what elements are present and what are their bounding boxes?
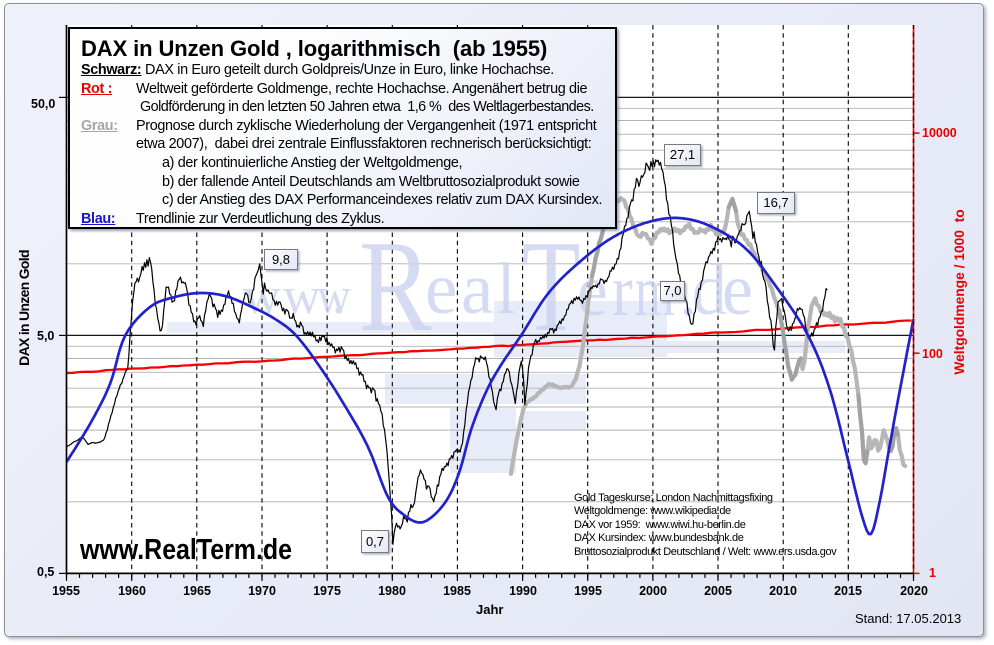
svg-text:.: .: [679, 250, 697, 331]
svg-text:l: l: [497, 249, 515, 330]
svg-text:e: e: [425, 248, 457, 329]
svg-text:.: .: [332, 268, 345, 325]
svg-text:www.RealTerm.de: www.RealTerm.de: [79, 534, 292, 566]
svg-text:R: R: [359, 215, 432, 360]
svg-text:T: T: [522, 213, 580, 358]
svg-text:e: e: [577, 251, 608, 331]
svg-text:w: w: [283, 268, 321, 325]
svg-text:d: d: [692, 250, 727, 330]
svg-text:w: w: [243, 268, 281, 325]
svg-text:w: w: [317, 267, 351, 325]
svg-text:r: r: [612, 250, 633, 331]
svg-text:e: e: [722, 250, 753, 330]
svg-text:a: a: [461, 248, 493, 329]
